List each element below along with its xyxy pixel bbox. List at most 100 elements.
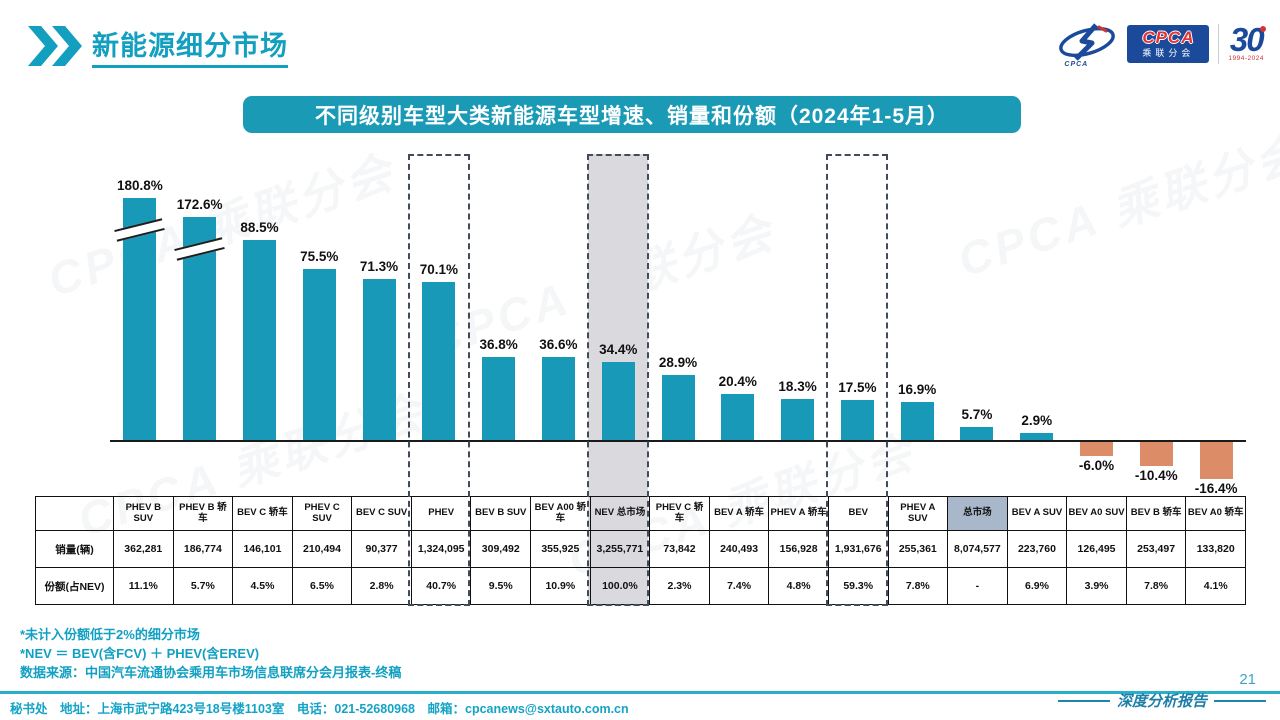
- anniversary-years: 1994-2024: [1228, 55, 1264, 62]
- bar-BEV C SUV: [362, 278, 396, 440]
- share-cell-BEV C SUV: 2.8%: [351, 567, 412, 605]
- bar-value-BEV B 轿车: -10.4%: [1134, 467, 1178, 483]
- highlight-box-PHEV: [407, 154, 470, 606]
- footnotes: *未计入份额低于2%的细分市场 *NEV ＝ BEV(含FCV) ＋ PHEV(…: [20, 626, 401, 683]
- share-cell-NEV 总市场: 100.0%: [589, 567, 651, 605]
- bar-value-BEV C 轿车: 88.5%: [240, 219, 279, 235]
- share-cell-PHEV B 轿车: 5.7%: [172, 567, 234, 605]
- report-text: 深度分析报告: [1116, 692, 1207, 710]
- report-line-left: [1057, 699, 1110, 702]
- sales-cell-BEV A 轿车: 240,493: [708, 530, 770, 568]
- page-title: 新能源细分市场: [92, 24, 288, 68]
- bar-chart: 180.8% 172.6% 88.5% 75.5% 71.3% 70.1% 36.8% 36.…: [110, 150, 1246, 608]
- share-cell-BEV: 59.3%: [827, 567, 889, 605]
- header-cell-BEV C SUV: BEV C SUV: [351, 496, 412, 531]
- header-cell-BEV A SUV: BEV A SUV: [1006, 496, 1068, 531]
- footnote-line: 数据来源：中国汽车流通协会乘用车市场信息联席分会月报表-终稿: [20, 664, 402, 680]
- share-cell-BEV B SUV: 9.5%: [470, 567, 532, 605]
- bar-value-PHEV B 轿车: 172.6%: [176, 197, 223, 212]
- share-cell-BEV A00 轿车: 10.9%: [530, 567, 591, 605]
- header-cell-PHEV A 轿车: PHEV A 轿车: [768, 496, 829, 531]
- sales-cell-BEV B 轿车: 253,497: [1125, 530, 1187, 568]
- cpca-logo: CPCA CPCA 乘联分会 30 1994-2024: [1056, 21, 1266, 68]
- sales-cell-总市场: 8,074,577: [947, 530, 1008, 568]
- sales-cell-BEV C SUV: 90,377: [351, 530, 412, 568]
- share-cell-BEV B 轿车: 7.8%: [1125, 567, 1187, 605]
- sales-cell-PHEV C SUV: 210,494: [291, 530, 353, 568]
- sales-cell-BEV A00 轿车: 355,925: [530, 530, 591, 568]
- report-label: 深度分析报告: [1057, 690, 1266, 711]
- bar-BEV C 轿车: [242, 239, 276, 440]
- page-number: 21: [1239, 671, 1256, 688]
- bar-BEV: [840, 400, 874, 440]
- share-cell-BEV A0 轿车: 4.1%: [1185, 567, 1246, 605]
- logo-divider: [1218, 24, 1220, 64]
- sales-cell-BEV C 轿车: 146,101: [232, 530, 293, 568]
- sales-cell-PHEV B SUV: 362,281: [113, 530, 174, 568]
- anniversary-badge: 30 1994-2024: [1228, 21, 1266, 63]
- bar-NEV 总市场: [601, 362, 635, 440]
- share-cell-BEV A 轿车: 7.4%: [708, 567, 770, 605]
- footer-divider: [0, 691, 1280, 694]
- share-cell-BEV A SUV: 6.9%: [1006, 567, 1068, 605]
- header-cell-PHEV A SUV: PHEV A SUV: [887, 496, 949, 531]
- bar-value-NEV 总市场: 34.4%: [599, 342, 638, 358]
- bar-value-PHEV B SUV: 180.8%: [116, 178, 163, 193]
- bar-BEV B SUV: [482, 356, 516, 440]
- bar-value-BEV: 17.5%: [838, 380, 877, 396]
- bar-BEV B 轿车: [1139, 442, 1173, 466]
- anniversary-number: 30: [1229, 21, 1265, 58]
- header-row-label: [35, 496, 114, 531]
- sales-cell-PHEV A SUV: 255,361: [887, 530, 949, 568]
- cpca-subtext: 乘联分会: [1142, 48, 1195, 58]
- bar-BEV A SUV: [1020, 433, 1054, 440]
- footer-contact: 秘书处 地址：上海市武宁路423号18号楼1103室 电话：021-526809…: [10, 702, 629, 716]
- highlight-box-NEV 总市场: [587, 154, 650, 606]
- bar-PHEV A SUV: [900, 401, 934, 440]
- anniversary-dot: [1260, 26, 1266, 32]
- cpca-text: CPCA: [1142, 28, 1195, 47]
- x-axis-line: [110, 440, 1246, 442]
- bar-BEV A0 轿车: [1199, 442, 1233, 480]
- report-line-right: [1214, 699, 1266, 702]
- bar-BEV A0 SUV: [1080, 442, 1114, 456]
- header-cell-BEV B SUV: BEV B SUV: [470, 496, 532, 531]
- footnote-line: *未计入份额低于2%的细分市场: [20, 627, 200, 642]
- bar-BEV A 轿车: [721, 393, 755, 440]
- bar-value-PHEV A 轿车: 18.3%: [778, 378, 817, 394]
- share-cell-PHEV A SUV: 7.8%: [887, 567, 949, 605]
- bar-PHEV: [422, 281, 456, 440]
- bar-value-BEV A0 轿车: -16.4%: [1194, 481, 1238, 497]
- header-cell-PHEV B SUV: PHEV B SUV: [113, 496, 174, 531]
- header-cell-BEV A0 SUV: BEV A0 SUV: [1066, 496, 1127, 531]
- sales-row-label: 销量(辆): [35, 530, 114, 568]
- sales-cell-BEV A SUV: 223,760: [1006, 530, 1068, 568]
- chart-title: 不同级别车型大类新能源车型增速、销量和份额（2024年1-5月）: [243, 96, 1021, 133]
- share-cell-PHEV C 轿车: 2.3%: [649, 567, 710, 605]
- bar-value-BEV C SUV: 71.3%: [359, 258, 399, 274]
- header-cell-BEV A0 轿车: BEV A0 轿车: [1185, 496, 1246, 531]
- header-cell-PHEV B 轿车: PHEV B 轿车: [172, 496, 234, 531]
- bar-BEV A00 轿车: [541, 357, 575, 440]
- header-cell-总市场: 总市场: [947, 496, 1008, 531]
- header-cell-PHEV C 轿车: PHEV C 轿车: [649, 496, 710, 531]
- bar-value-总市场: 5.7%: [961, 407, 993, 423]
- data-table: PHEV B SUV PHEV B 轿车 BEV C 轿车 PHEV C SUV BEV…: [35, 496, 1246, 605]
- header-cell-BEV A00 轿车: BEV A00 轿车: [530, 496, 591, 531]
- bar-PHEV A 轿车: [781, 398, 815, 440]
- share-cell-PHEV B SUV: 11.1%: [113, 567, 174, 605]
- bar-value-PHEV C SUV: 75.5%: [300, 249, 339, 265]
- sales-cell-BEV A0 轿车: 133,820: [1185, 530, 1246, 568]
- chevrons-icon: [28, 26, 82, 66]
- header-cell-BEV A 轿车: BEV A 轿车: [708, 496, 770, 531]
- bar-value-PHEV C 轿车: 28.9%: [658, 354, 698, 370]
- header-cell-NEV 总市场: NEV 总市场: [589, 496, 651, 531]
- page-header: 新能源细分市场: [28, 24, 288, 68]
- share-cell-PHEV A 轿车: 4.8%: [768, 567, 829, 605]
- share-row-label: 份额(占NEV): [35, 567, 114, 605]
- highlight-box-BEV: [826, 154, 889, 606]
- footnote-line: *NEV ＝ BEV(含FCV) ＋ PHEV(含EREV): [20, 645, 260, 661]
- bar-value-BEV A0 SUV: -6.0%: [1078, 457, 1115, 473]
- header-cell-PHEV C SUV: PHEV C SUV: [291, 496, 353, 531]
- header-cell-BEV C 轿车: BEV C 轿车: [232, 496, 293, 531]
